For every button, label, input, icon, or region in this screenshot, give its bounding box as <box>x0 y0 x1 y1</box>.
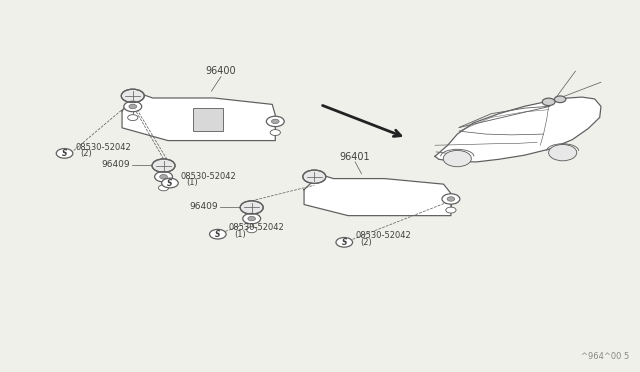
Circle shape <box>270 129 280 135</box>
Circle shape <box>248 217 255 221</box>
Circle shape <box>121 89 144 103</box>
Text: 96409: 96409 <box>102 160 131 169</box>
Circle shape <box>240 201 263 214</box>
Circle shape <box>152 159 175 172</box>
Text: 08530-52042: 08530-52042 <box>76 142 131 151</box>
Circle shape <box>271 119 279 124</box>
Circle shape <box>548 144 577 161</box>
Text: (2): (2) <box>360 238 372 247</box>
Circle shape <box>442 194 460 204</box>
Circle shape <box>160 174 168 179</box>
Text: 08530-52042: 08530-52042 <box>228 223 284 232</box>
Circle shape <box>155 171 173 182</box>
Circle shape <box>446 207 456 213</box>
Circle shape <box>162 178 178 188</box>
Text: 08530-52042: 08530-52042 <box>355 231 411 240</box>
Circle shape <box>303 170 326 183</box>
Text: ^964^00 5: ^964^00 5 <box>582 352 630 361</box>
Circle shape <box>444 150 471 167</box>
Circle shape <box>554 96 566 103</box>
Text: 96401: 96401 <box>339 152 370 162</box>
Polygon shape <box>304 173 451 216</box>
Circle shape <box>542 98 555 106</box>
Text: 96400: 96400 <box>205 66 236 76</box>
Circle shape <box>209 230 226 239</box>
Polygon shape <box>122 92 275 141</box>
Circle shape <box>129 104 136 109</box>
Circle shape <box>447 197 455 201</box>
Text: (1): (1) <box>186 179 198 187</box>
Circle shape <box>246 227 257 233</box>
Text: (1): (1) <box>234 230 246 238</box>
Text: S: S <box>62 149 67 158</box>
Text: 96409: 96409 <box>190 202 218 211</box>
Text: S: S <box>342 238 347 247</box>
Circle shape <box>159 185 169 191</box>
Text: S: S <box>215 230 221 239</box>
Circle shape <box>124 101 141 112</box>
Polygon shape <box>435 97 601 162</box>
Circle shape <box>266 116 284 126</box>
Text: 08530-52042: 08530-52042 <box>180 172 237 181</box>
Circle shape <box>243 214 260 224</box>
Text: S: S <box>167 179 173 187</box>
FancyBboxPatch shape <box>193 108 223 131</box>
Circle shape <box>127 115 138 121</box>
Circle shape <box>56 148 73 158</box>
Text: (2): (2) <box>81 149 92 158</box>
Circle shape <box>336 237 353 247</box>
